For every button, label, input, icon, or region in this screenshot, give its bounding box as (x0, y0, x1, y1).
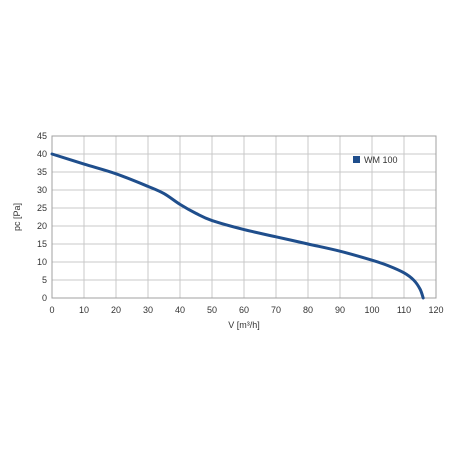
x-tick-label: 20 (111, 305, 121, 315)
y-tick-label: 25 (37, 203, 47, 213)
x-tick-label: 120 (428, 305, 443, 315)
y-tick-label: 0 (42, 293, 47, 303)
legend-swatch (353, 156, 360, 163)
legend-label: WM 100 (364, 155, 398, 165)
grid (51, 135, 437, 299)
y-tick-label: 40 (37, 149, 47, 159)
x-tick-label: 10 (79, 305, 89, 315)
series-line (50, 152, 425, 300)
x-tick-label: 40 (175, 305, 185, 315)
y-tick-label: 5 (42, 275, 47, 285)
x-tick-label: 110 (397, 305, 411, 315)
y-tick-label: 10 (37, 257, 47, 267)
x-tick-label: 70 (271, 305, 281, 315)
y-tick-label: 45 (37, 131, 47, 141)
x-tick-label: 90 (335, 305, 345, 315)
y-axis-label: pc [Pa] (12, 203, 22, 231)
x-tick-label: 80 (303, 305, 313, 315)
x-tick-label: 0 (49, 305, 54, 315)
y-tick-label: 20 (37, 221, 47, 231)
x-tick-label: 50 (207, 305, 217, 315)
x-tick-labels: 0 10 20 30 40 50 60 70 80 90 100 110 120 (49, 305, 443, 315)
y-tick-label: 30 (37, 185, 47, 195)
x-tick-label: 100 (364, 305, 379, 315)
series-layer (50, 152, 425, 300)
y-tick-label: 35 (37, 167, 47, 177)
plot-border (51, 135, 437, 299)
x-axis-label: V [m³/h] (228, 320, 260, 330)
legend: WM 100 (353, 155, 398, 165)
x-tick-label: 30 (143, 305, 153, 315)
x-tick-label: 60 (239, 305, 249, 315)
y-tick-label: 15 (37, 239, 47, 249)
y-tick-labels: 0 5 10 15 20 25 30 35 40 45 (37, 131, 47, 303)
